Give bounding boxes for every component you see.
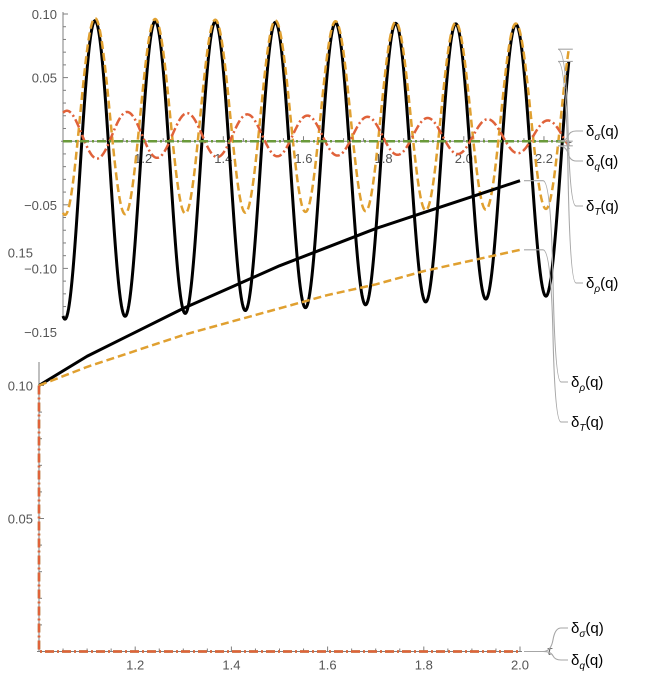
legend-leader-ρ	[557, 60, 583, 284]
y-tick-label: 0.05	[8, 512, 33, 527]
legend-label-ρ: δρ(q)	[571, 374, 603, 394]
legend-label-T: δT(q)	[586, 198, 619, 218]
x-tick-label: 1.6	[319, 658, 337, 673]
y-tick-label: 0.15	[8, 246, 33, 261]
x-tick-label: 1.2	[126, 658, 144, 673]
legend-arg: (q)	[600, 275, 618, 292]
series-line-ρ	[61, 19, 571, 321]
legend-label-q: δq(q)	[586, 153, 618, 173]
legend-label-T: δT(q)	[571, 414, 604, 434]
chart-1: −0.15−0.10−0.050.050.101.2 1.4 1.6 1.8 2.0 2.…	[24, 7, 619, 340]
series-line-T	[61, 16, 571, 217]
x-tick-label: 1.4	[214, 151, 232, 166]
x-tick-label: 1.6	[294, 151, 312, 166]
y-tick-label: 0.05	[32, 71, 57, 86]
legend-leader-σ	[557, 130, 583, 142]
series-line-ρ	[38, 179, 521, 387]
legend-arg: (q)	[585, 652, 603, 669]
series-line-σ	[37, 385, 520, 653]
legend-symbol: δ	[571, 374, 579, 391]
legend-arg: (q)	[585, 620, 603, 637]
x-tick-label: 1.2	[134, 151, 152, 166]
legend-subscript: q	[579, 661, 585, 672]
legend-subscript: σ	[594, 132, 601, 143]
legend-subscript: ρ	[578, 383, 585, 394]
series-line-q	[62, 109, 570, 160]
legend-symbol: δ	[586, 275, 594, 292]
legend-arg: (q)	[600, 123, 618, 140]
legend-subscript: ρ	[593, 284, 600, 295]
legend-leader-q	[557, 145, 583, 162]
legend-symbol: δ	[571, 414, 579, 431]
legend-leader-σ	[524, 627, 568, 653]
legend-label-ρ: δρ(q)	[586, 275, 618, 295]
legend-leader-q	[524, 650, 568, 661]
legend-subscript: σ	[579, 629, 586, 640]
legend-symbol: δ	[586, 153, 594, 170]
legend-symbol: δ	[586, 198, 594, 215]
y-tick-label: 0.10	[8, 379, 33, 394]
legend-subscript: T	[594, 207, 601, 218]
legend-arg: (q)	[585, 414, 603, 431]
x-tick-label: 1.4	[222, 658, 240, 673]
legend-symbol: δ	[586, 123, 594, 140]
legend-label-q: δq(q)	[571, 652, 603, 672]
series-line-T	[38, 248, 521, 387]
legend-label-σ: δσ(q)	[586, 123, 619, 143]
chart-2: 0.050.100.151.2 1.4 1.6 1.8 2.0τδρ(q)δT(q)δσ…	[8, 179, 604, 673]
legend-leader-T	[524, 249, 568, 423]
legend-arg: (q)	[585, 374, 603, 391]
x-tick-label: 1.8	[415, 658, 433, 673]
y-tick-label: 0.10	[32, 7, 57, 22]
legend-symbol: δ	[571, 620, 579, 637]
legend-symbol: δ	[571, 652, 579, 669]
legend-leader-T	[557, 48, 583, 207]
y-tick-label: −0.05	[24, 198, 57, 213]
legend-label-σ: δσ(q)	[571, 620, 604, 640]
legend-subscript: T	[579, 423, 586, 434]
series-line-q	[37, 385, 520, 653]
y-tick-label: −0.15	[24, 325, 57, 340]
x-tick-label: 2.0	[511, 658, 529, 673]
x-tick-label: 2.2	[535, 151, 553, 166]
x-variable-label: τ	[547, 643, 553, 658]
y-tick-label: −0.10	[24, 261, 57, 276]
legend-arg: (q)	[600, 198, 618, 215]
x-tick-label: 1.8	[375, 151, 393, 166]
legend-subscript: q	[594, 162, 600, 173]
legend-leader-ρ	[524, 180, 568, 383]
legend-arg: (q)	[600, 153, 618, 170]
